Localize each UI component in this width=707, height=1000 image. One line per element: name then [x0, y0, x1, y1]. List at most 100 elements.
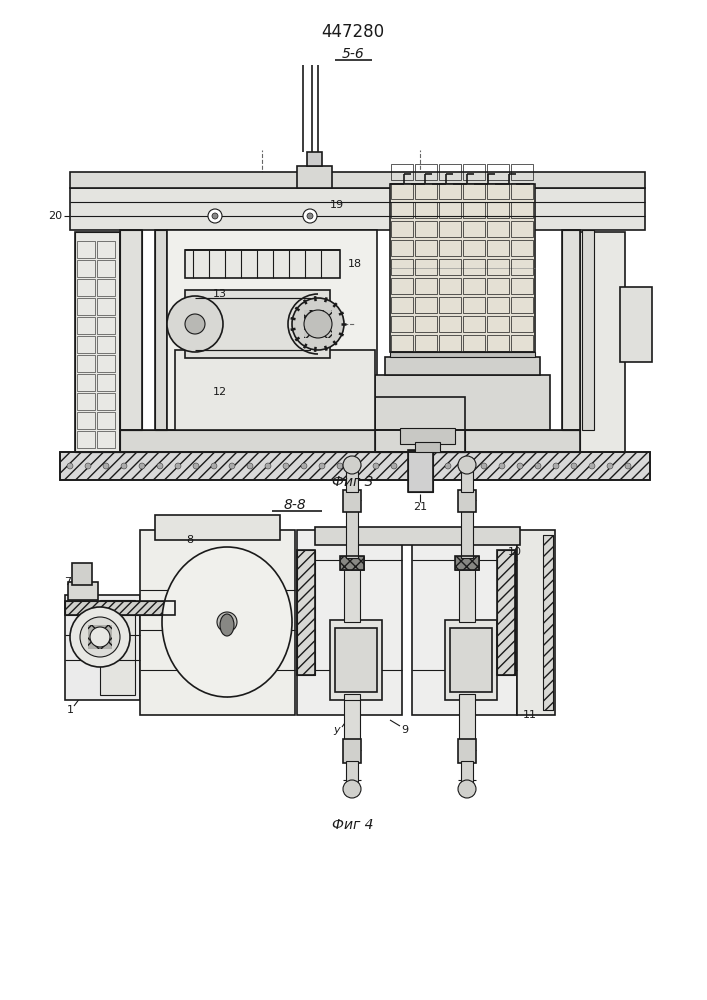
Bar	[582, 230, 594, 430]
Bar	[167, 230, 377, 430]
Bar	[463, 221, 485, 237]
Circle shape	[517, 463, 523, 469]
Bar	[439, 278, 461, 294]
Text: 12: 12	[213, 387, 227, 397]
Circle shape	[499, 463, 505, 469]
Circle shape	[85, 463, 91, 469]
Bar	[463, 183, 485, 199]
Bar	[408, 450, 433, 492]
Bar	[304, 310, 332, 338]
Bar	[77, 241, 95, 258]
Bar	[343, 739, 361, 763]
Text: 20: 20	[48, 211, 62, 221]
Text: 9: 9	[402, 725, 409, 735]
Bar	[497, 550, 515, 675]
Circle shape	[167, 296, 223, 352]
Bar	[75, 232, 120, 452]
Ellipse shape	[162, 547, 292, 697]
Text: y: y	[334, 725, 340, 735]
Text: 13: 13	[213, 289, 227, 299]
Bar	[155, 230, 167, 430]
Bar	[391, 335, 413, 351]
Bar	[445, 620, 497, 700]
Text: 10: 10	[508, 547, 522, 557]
Bar	[517, 530, 555, 715]
Bar	[77, 336, 95, 353]
Circle shape	[80, 617, 120, 657]
Bar	[297, 166, 332, 188]
Circle shape	[458, 456, 476, 474]
Bar	[97, 412, 115, 429]
Bar	[511, 316, 533, 332]
Bar	[439, 297, 461, 313]
Circle shape	[193, 463, 199, 469]
Bar	[185, 290, 330, 358]
Bar	[77, 412, 95, 429]
Circle shape	[208, 209, 222, 223]
Bar	[511, 335, 533, 351]
Bar	[391, 259, 413, 275]
Bar	[511, 183, 533, 199]
Bar	[487, 202, 509, 218]
Bar	[487, 316, 509, 332]
Circle shape	[139, 463, 145, 469]
Circle shape	[553, 463, 559, 469]
Bar	[463, 278, 485, 294]
Circle shape	[343, 780, 361, 798]
Bar	[315, 527, 520, 545]
Circle shape	[607, 463, 613, 469]
Bar	[65, 601, 175, 615]
Bar	[97, 279, 115, 296]
Bar	[415, 335, 437, 351]
Bar	[415, 278, 437, 294]
Bar	[335, 628, 377, 692]
Bar	[77, 317, 95, 334]
Bar	[463, 259, 485, 275]
Circle shape	[292, 298, 344, 350]
Bar	[60, 452, 650, 480]
Bar	[77, 279, 95, 296]
Circle shape	[409, 463, 415, 469]
Circle shape	[589, 463, 595, 469]
Bar	[415, 259, 437, 275]
Bar	[439, 221, 461, 237]
Bar	[70, 172, 645, 188]
Bar	[487, 297, 509, 313]
Bar	[175, 350, 375, 430]
Bar	[77, 298, 95, 315]
Bar	[77, 393, 95, 410]
Bar	[97, 393, 115, 410]
Bar	[77, 431, 95, 448]
Text: 18: 18	[348, 259, 362, 269]
Circle shape	[481, 463, 487, 469]
Bar	[70, 188, 645, 230]
Circle shape	[445, 463, 451, 469]
Bar	[185, 250, 340, 278]
Bar	[459, 694, 475, 742]
Bar	[97, 298, 115, 315]
Bar	[620, 287, 652, 362]
Bar	[97, 355, 115, 372]
Circle shape	[304, 310, 332, 338]
Bar	[439, 335, 461, 351]
Circle shape	[185, 314, 205, 334]
Bar	[487, 221, 509, 237]
Circle shape	[121, 463, 127, 469]
Circle shape	[265, 463, 271, 469]
Bar	[391, 240, 413, 256]
Bar	[463, 335, 485, 351]
Bar	[140, 530, 295, 715]
Bar	[97, 431, 115, 448]
Circle shape	[157, 463, 163, 469]
Bar	[415, 297, 437, 313]
Circle shape	[625, 463, 631, 469]
Ellipse shape	[220, 614, 234, 636]
Bar	[463, 297, 485, 313]
Bar	[463, 164, 485, 180]
Bar	[487, 183, 509, 199]
Bar	[415, 202, 437, 218]
Bar	[195, 298, 310, 350]
Bar	[463, 316, 485, 332]
Bar	[458, 490, 476, 512]
Bar	[439, 259, 461, 275]
